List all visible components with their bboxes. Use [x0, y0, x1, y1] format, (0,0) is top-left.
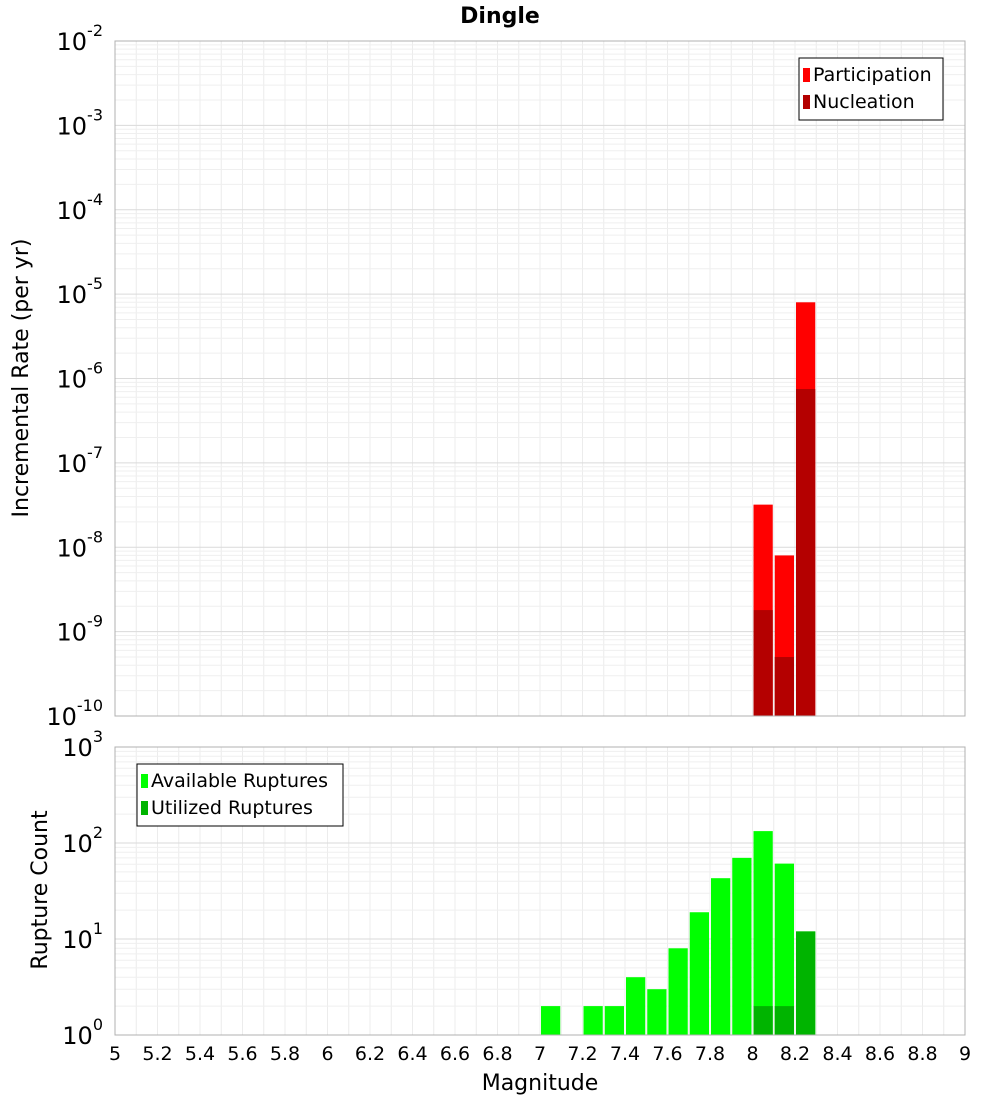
x-tick-label: 7: [534, 1043, 546, 1065]
chart-title: Dingle: [460, 4, 540, 29]
bottom-y-tick-label: 101: [62, 919, 103, 954]
top-bar-series2: [753, 610, 773, 716]
bottom-legend-box: [136, 763, 344, 827]
top-y-tick-label: 10-3: [57, 105, 104, 140]
x-tick-label: 6.8: [482, 1043, 512, 1065]
x-tick-label: 9: [959, 1043, 971, 1065]
bottom-bar-series1: [774, 863, 794, 1035]
top-y-tick-label: 10-5: [57, 274, 104, 309]
x-tick-label: 7.4: [610, 1043, 640, 1065]
top-y-tick-label: 10-7: [57, 443, 104, 478]
top-plot-border: [114, 40, 966, 717]
bottom-legend-swatch: [141, 774, 148, 788]
bottom-bar-series1: [647, 989, 667, 1035]
top-legend-box: [798, 57, 944, 121]
x-tick-label: 6.2: [355, 1043, 385, 1065]
bottom-bar-series1: [583, 1006, 603, 1035]
x-tick-label: 5.4: [185, 1043, 215, 1065]
x-tick-label: 7.2: [567, 1043, 597, 1065]
bottom-bar-series1: [604, 1006, 624, 1035]
x-axis-label: Magnitude: [482, 1071, 599, 1096]
bottom-bar-series2: [774, 1006, 794, 1035]
x-tick-label: 6.6: [440, 1043, 470, 1065]
x-tick-label: 5: [109, 1043, 121, 1065]
top-bar-series2: [796, 389, 816, 716]
bottom-y-tick-label: 100: [62, 1015, 103, 1050]
x-tick-label: 6.4: [397, 1043, 427, 1065]
x-tick-label: 6: [321, 1043, 333, 1065]
x-tick-label: 5.2: [142, 1043, 172, 1065]
top-y-tick-label: 10-10: [46, 696, 103, 731]
bottom-bar-series1: [689, 912, 709, 1035]
x-tick-label: 7.8: [695, 1043, 725, 1065]
top-bar-series2: [774, 657, 794, 716]
x-tick-label: 7.6: [652, 1043, 682, 1065]
top-y-axis-label: Incremental Rate (per yr): [9, 239, 34, 518]
bottom-bar-series1: [541, 1006, 561, 1035]
x-tick-label: 8: [746, 1043, 758, 1065]
x-tick-label: 5.6: [227, 1043, 257, 1065]
bottom-bar-series2: [796, 931, 816, 1035]
x-tick-label: 8.4: [822, 1043, 852, 1065]
x-tick-label: 8.8: [907, 1043, 937, 1065]
bottom-plot-border: [114, 746, 966, 1036]
x-tick-label: 8.6: [865, 1043, 895, 1065]
top-legend-label: Nucleation: [813, 91, 915, 113]
bottom-bar-series1: [732, 857, 752, 1035]
top-legend-swatch: [803, 95, 810, 109]
bottom-y-tick-label: 102: [62, 823, 103, 858]
top-y-tick-label: 10-6: [57, 359, 104, 394]
bottom-bar-series2: [753, 1006, 773, 1035]
top-y-tick-label: 10-8: [57, 527, 104, 562]
bottom-bar-series1: [753, 831, 773, 1035]
top-legend-label: Participation: [813, 64, 932, 86]
bottom-legend-label: Utilized Ruptures: [151, 797, 313, 819]
bottom-legend-label: Available Ruptures: [151, 770, 328, 792]
bottom-legend-swatch: [141, 801, 148, 815]
top-legend-swatch: [803, 68, 810, 82]
bottom-y-tick-label: 103: [62, 727, 103, 762]
top-y-tick-label: 10-2: [57, 21, 104, 56]
bottom-y-axis-label: Rupture Count: [28, 810, 53, 970]
bottom-bar-series1: [626, 977, 646, 1035]
top-y-tick-label: 10-9: [57, 612, 104, 647]
bottom-bar-series1: [711, 878, 731, 1035]
bottom-bar-series1: [668, 948, 688, 1035]
x-tick-label: 5.8: [270, 1043, 300, 1065]
top-y-tick-label: 10-4: [57, 190, 104, 225]
x-tick-label: 8.2: [780, 1043, 810, 1065]
